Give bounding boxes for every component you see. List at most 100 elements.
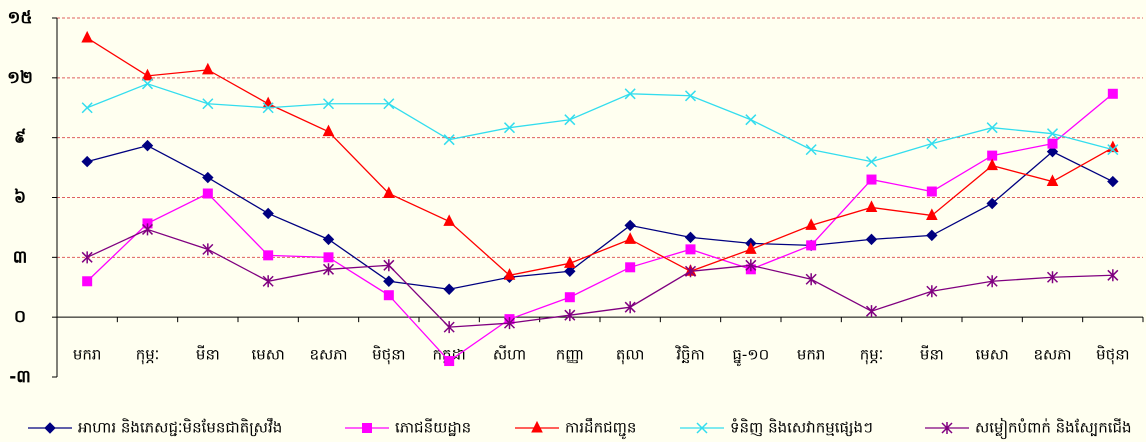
x-tick-label: មករា bbox=[73, 346, 102, 364]
point bbox=[624, 88, 636, 100]
legend-marker bbox=[362, 423, 372, 433]
point bbox=[202, 98, 214, 110]
x-tick-label: មិថុនា bbox=[1096, 345, 1129, 365]
point bbox=[202, 62, 214, 75]
x-tick-label: មីនា bbox=[196, 345, 220, 364]
point bbox=[262, 275, 274, 288]
point bbox=[926, 186, 937, 197]
y-tick-label: ១២ bbox=[7, 68, 33, 88]
x-tick-label: កុម្ភៈ bbox=[136, 346, 160, 365]
point bbox=[262, 102, 274, 114]
series-line bbox=[86, 93, 1114, 362]
point bbox=[564, 114, 576, 126]
point bbox=[141, 223, 154, 236]
point bbox=[443, 214, 455, 226]
point bbox=[81, 155, 93, 168]
point bbox=[865, 305, 878, 318]
point bbox=[81, 251, 93, 264]
point bbox=[624, 232, 636, 244]
x-tick-label: មករា bbox=[797, 346, 826, 364]
legend-marker bbox=[696, 422, 708, 434]
x-tick-label: ឧសភា bbox=[309, 346, 347, 364]
point bbox=[1046, 128, 1059, 140]
x-tick-label: កុម្ភៈ bbox=[860, 346, 884, 365]
point bbox=[202, 188, 213, 199]
point bbox=[805, 273, 817, 286]
point bbox=[986, 158, 998, 171]
point bbox=[443, 134, 455, 146]
point bbox=[745, 259, 757, 272]
point bbox=[1047, 138, 1058, 149]
point bbox=[1046, 174, 1059, 187]
legend-label: ទំនិញ និងសេវាកម្មផ្សេងៗ bbox=[730, 418, 873, 437]
point bbox=[1107, 144, 1119, 156]
point bbox=[1046, 145, 1059, 158]
point bbox=[81, 102, 93, 114]
y-tick-label: ១៥ bbox=[8, 8, 33, 28]
point bbox=[745, 114, 757, 126]
x-tick-label: មីនា bbox=[920, 345, 944, 364]
point bbox=[986, 197, 998, 210]
x-tick-label: វិច្ឆិកា bbox=[675, 345, 705, 364]
y-tick-label: ៩ bbox=[14, 128, 26, 148]
point bbox=[1107, 88, 1118, 99]
point bbox=[323, 252, 334, 263]
x-tick-label: កញ្ញា bbox=[556, 346, 584, 364]
point bbox=[926, 138, 938, 150]
legend-label: សម្លៀកបំពាក់ និងស្បែកជើង bbox=[975, 418, 1132, 440]
series-line bbox=[86, 228, 1113, 328]
point bbox=[685, 244, 696, 255]
point bbox=[805, 144, 817, 156]
point bbox=[745, 242, 757, 254]
point bbox=[564, 292, 575, 303]
point bbox=[141, 68, 154, 81]
point bbox=[564, 265, 576, 278]
point bbox=[443, 283, 455, 295]
legend-marker bbox=[941, 422, 953, 434]
point bbox=[383, 290, 394, 301]
series-line bbox=[86, 37, 1114, 276]
point bbox=[202, 171, 214, 184]
point bbox=[926, 285, 938, 298]
point bbox=[262, 207, 274, 220]
point bbox=[322, 263, 335, 276]
point bbox=[986, 275, 998, 288]
point bbox=[625, 262, 636, 273]
legend-label: ភោជនីយដ្ឋាន bbox=[395, 418, 471, 437]
legend-label: ការដឹកជញ្ជូន bbox=[565, 418, 636, 440]
x-tick-label: មេសា bbox=[976, 346, 1009, 364]
series-line bbox=[87, 144, 1114, 290]
y-tick-label: ៦ bbox=[14, 188, 26, 208]
point bbox=[624, 301, 636, 314]
point bbox=[684, 231, 697, 244]
x-tick-label: សីហា bbox=[493, 345, 526, 364]
point bbox=[865, 156, 878, 168]
y-tick-label: ៣ bbox=[13, 247, 28, 267]
point bbox=[503, 317, 516, 330]
point bbox=[82, 276, 93, 287]
point bbox=[866, 174, 877, 185]
x-tick-label: មិថុនា bbox=[372, 345, 405, 365]
point bbox=[141, 139, 154, 152]
point bbox=[141, 78, 154, 90]
point bbox=[1046, 271, 1059, 284]
point bbox=[383, 259, 395, 272]
point bbox=[624, 219, 636, 232]
x-tick-label: កក្កដា bbox=[433, 346, 466, 364]
x-tick-label: ឧសភា bbox=[1033, 346, 1071, 364]
point bbox=[383, 186, 395, 199]
y-tick-label: ០ bbox=[14, 307, 26, 327]
series-line bbox=[86, 83, 1113, 163]
point bbox=[564, 256, 576, 268]
point bbox=[262, 96, 274, 109]
legend-marker bbox=[531, 420, 543, 433]
point bbox=[383, 98, 395, 110]
point bbox=[81, 30, 93, 43]
point bbox=[1107, 175, 1119, 188]
point bbox=[263, 250, 274, 261]
point bbox=[443, 321, 455, 334]
point bbox=[865, 233, 878, 246]
point bbox=[322, 98, 335, 110]
x-tick-label: តុលា bbox=[616, 346, 645, 365]
